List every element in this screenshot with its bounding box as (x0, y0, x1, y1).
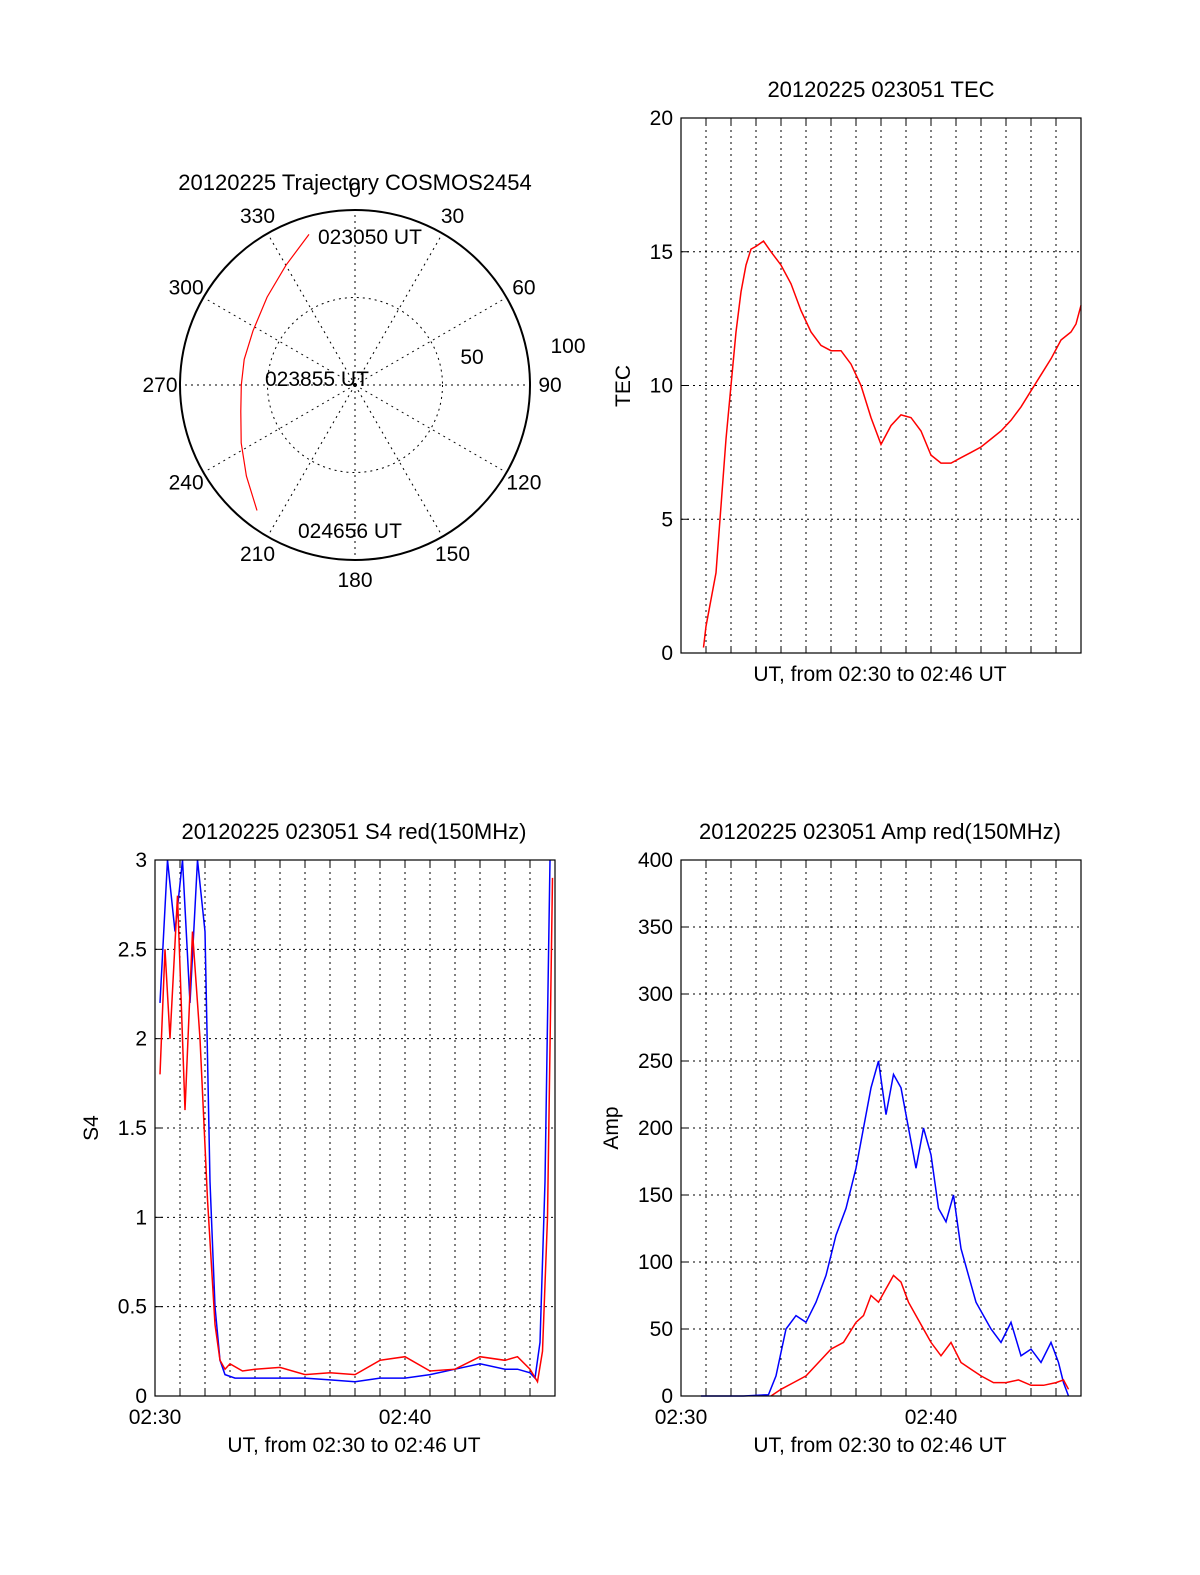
s4-plot: 20120225 023051 S4 red(150MHz) S4 UT, fr… (80, 819, 556, 1457)
polar-ring-50 (267, 297, 443, 473)
tec-ytick-label: 0 (661, 642, 673, 665)
polar-angle-label-270: 270 (142, 374, 177, 397)
amp-plot: 20120225 023051 Amp red(150MHz) Amp UT, … (600, 819, 1082, 1457)
polar-angle-label-60: 60 (512, 277, 535, 300)
tec-ytick-label: 10 (650, 375, 673, 398)
amp-series-1 (770, 1274, 1070, 1397)
polar-angle-label-150: 150 (435, 543, 470, 566)
s4-xtick-label: 02:40 (379, 1406, 432, 1429)
polar-outer-ring (179, 209, 531, 561)
s4-title: 20120225 023051 S4 red(150MHz) (182, 819, 527, 844)
polar-spoke-300 (203, 297, 356, 386)
polar-angle-labels: 0 30 60 90 120 150 180 210 240 270 300 330 (142, 179, 561, 592)
s4-ytick-label: 3 (135, 849, 147, 872)
polar-spoke-30 (354, 233, 443, 386)
polar-angle-label-180: 180 (337, 569, 372, 592)
amp-ytick-label: 350 (638, 916, 673, 939)
amp-frame (680, 859, 1082, 1397)
amp-ylabel: Amp (600, 1106, 623, 1149)
s4-ytick-label: 2.5 (118, 938, 147, 961)
s4-ytick-label: 0.5 (118, 1296, 147, 1319)
amp-xtick-label: 02:40 (905, 1406, 958, 1429)
amp-ytick-label: 150 (638, 1184, 673, 1207)
trajectory-end-label: 024656 UT (298, 520, 402, 543)
polar-angle-label-0: 0 (349, 179, 361, 202)
tec-ytick-label: 5 (661, 508, 673, 531)
s4-ytick-label: 2 (135, 1028, 147, 1051)
polar-trajectory-plot: 20120225 Trajectory COSMOS2454 0 30 60 90 12… (142, 170, 585, 592)
polar-spoke-150 (354, 384, 443, 537)
amp-xtick-label: 02:30 (655, 1406, 708, 1429)
amp-ytick-label: 250 (638, 1050, 673, 1073)
amp-ytick-label: 50 (650, 1318, 673, 1341)
amp-xlabel: UT, from 02:30 to 02:46 UT (753, 1434, 1006, 1457)
polar-angle-label-120: 120 (506, 472, 541, 495)
s4-ytick-label: 1 (135, 1206, 147, 1229)
tec-ytick-label: 20 (650, 107, 673, 130)
tec-frame (680, 117, 1082, 654)
polar-spoke-330 (267, 233, 356, 386)
tec-series-0 (702, 240, 1082, 648)
polar-grid (180, 210, 530, 560)
s4-series-1 (159, 877, 554, 1384)
amp-ytick-label: 300 (638, 983, 673, 1006)
polar-spoke-240 (203, 384, 356, 473)
tec-ylabel: TEC (612, 365, 635, 407)
polar-radius-label-inner: 50 (460, 346, 483, 369)
tec-xlabel: UT, from 02:30 to 02:46 UT (753, 663, 1006, 686)
s4-xtick-label: 02:30 (129, 1406, 182, 1429)
amp-ytick-label: 200 (638, 1117, 673, 1140)
polar-spoke-60 (354, 297, 507, 386)
amp-ytick-label: 0 (661, 1385, 673, 1408)
trajectory-mid-label: 023855 UT (265, 368, 369, 391)
polar-angle-label-330: 330 (240, 205, 275, 228)
polar-radius-label-outer: 100 (550, 335, 585, 358)
polar-title: 20120225 Trajectory COSMOS2454 (178, 170, 531, 195)
polar-angle-label-210: 210 (240, 543, 275, 566)
s4-frame (154, 859, 556, 1397)
polar-angle-label-240: 240 (169, 472, 204, 495)
tec-ytick-label: 15 (650, 241, 673, 264)
polar-spoke-210 (267, 384, 356, 537)
polar-angle-label-90: 90 (538, 374, 561, 397)
trajectory-line (240, 234, 310, 511)
s4-series-0 (159, 859, 551, 1383)
s4-ytick-label: 0 (135, 1385, 147, 1408)
tec-plot: 20120225 023051 TEC TEC UT, from 02:30 t… (612, 77, 1082, 686)
polar-spoke-120 (354, 384, 507, 473)
s4-xlabel: UT, from 02:30 to 02:46 UT (227, 1434, 480, 1457)
amp-series-0 (701, 1060, 1070, 1397)
tec-title: 20120225 023051 TEC (767, 77, 994, 102)
polar-angle-label-300: 300 (169, 277, 204, 300)
s4-ytick-label: 1.5 (118, 1117, 147, 1140)
amp-ytick-label: 400 (638, 849, 673, 872)
polar-angle-label-30: 30 (441, 205, 464, 228)
amp-ytick-label: 100 (638, 1251, 673, 1274)
s4-ylabel: S4 (80, 1115, 103, 1141)
trajectory-start-label: 023050 UT (318, 226, 422, 249)
amp-title: 20120225 023051 Amp red(150MHz) (699, 819, 1061, 844)
